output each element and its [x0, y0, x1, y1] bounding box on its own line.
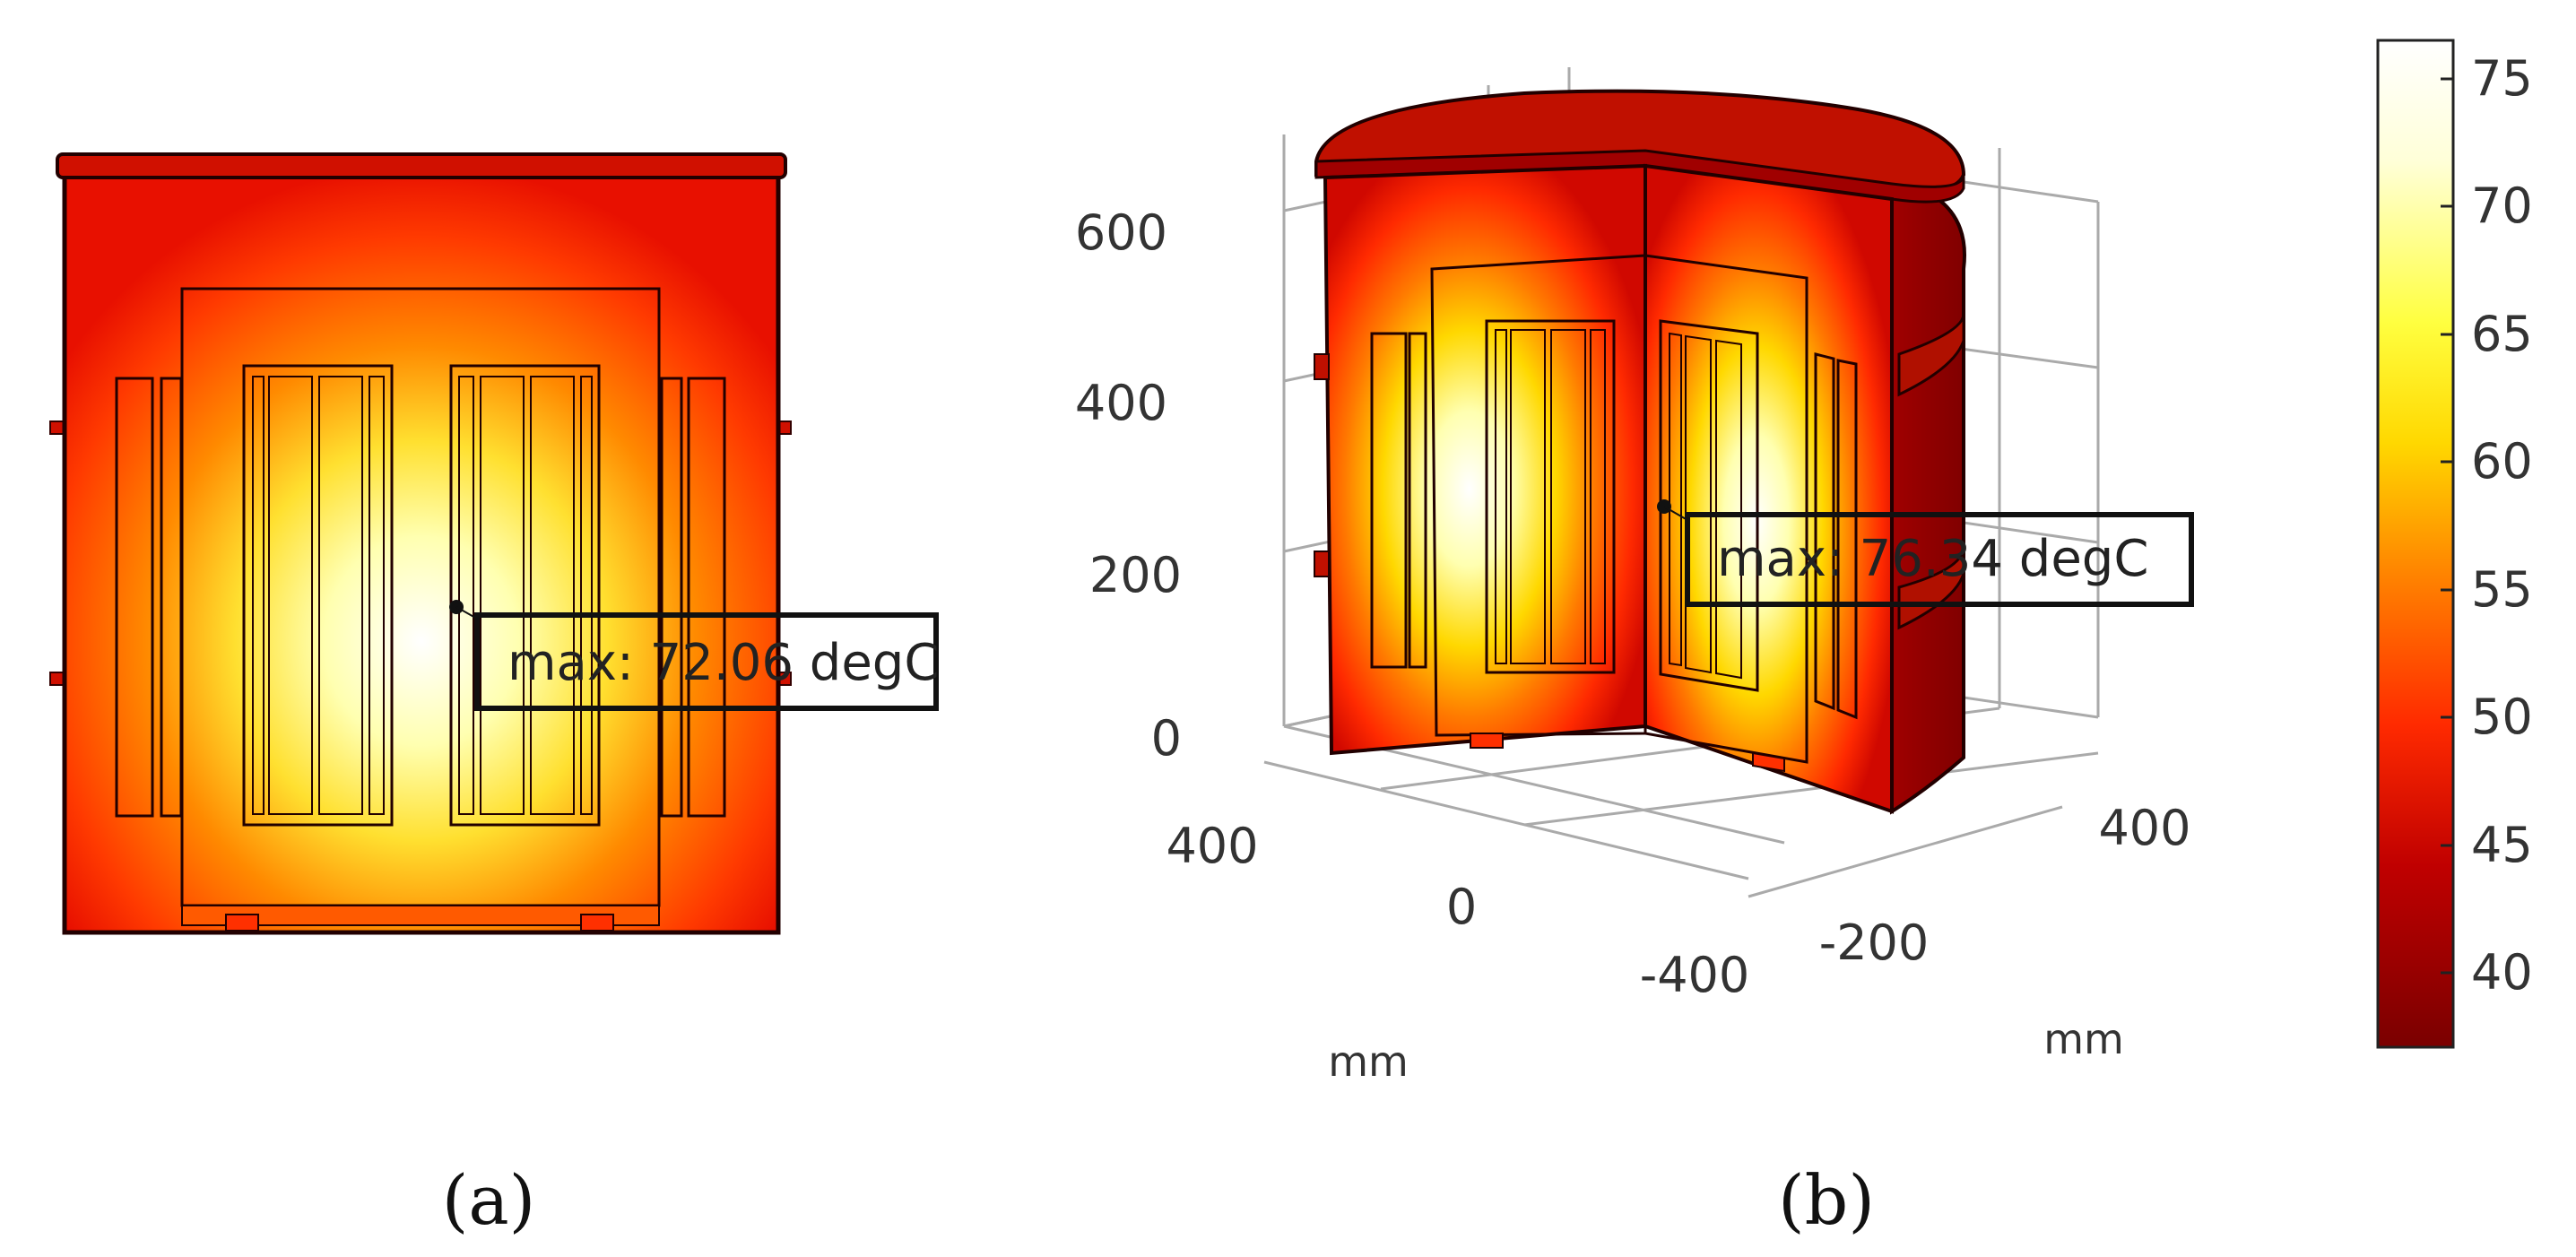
max-annotation-text: max: 72.06 degC: [507, 634, 939, 692]
bottom-support: [181, 905, 660, 926]
support-foot: [1470, 733, 1504, 749]
x-tick-label: -400: [1640, 947, 1750, 1003]
y-unit-label: mm: [2043, 1015, 2124, 1063]
tank-rim-band: [1897, 546, 1965, 630]
side-winding: [660, 377, 683, 818]
panel-b: max: 76.34 degC 600 400 200 0 400 0 -400…: [1075, 67, 2194, 1086]
tank-rim-band: [1897, 313, 1965, 397]
colorbar-gradient: [2376, 39, 2455, 1049]
side-winding: [1814, 352, 1835, 711]
winding-group: [449, 364, 601, 827]
winding-layer: [580, 376, 593, 815]
z-tick-label: 600: [1075, 204, 1167, 261]
panel-a: max: 72.06 degC: [49, 152, 939, 935]
support-foot: [225, 914, 259, 932]
z-tick-label: 0: [1151, 710, 1182, 767]
max-leader: [455, 606, 478, 620]
y-tick-label: -200: [1819, 915, 1930, 971]
colorbar-tick-label: 40: [2471, 944, 2533, 1001]
tank-cylinder-side: [1890, 177, 1966, 815]
winding-layer: [1715, 339, 1742, 680]
colorbar-tick-label: 70: [2471, 178, 2533, 234]
colorbar-tick-label: 55: [2471, 561, 2533, 618]
panel-b-caption: (b): [1778, 1160, 1875, 1240]
y-tick-label: 400: [2098, 800, 2190, 856]
winding-layer: [1510, 329, 1546, 664]
max-annotation-box: [474, 612, 939, 711]
winding-layer: [268, 376, 313, 815]
winding-layer: [252, 376, 265, 815]
side-winding: [1836, 359, 1858, 720]
winding-layer: [1550, 329, 1586, 664]
winding-group: [1659, 319, 1759, 692]
support-foot: [1752, 751, 1785, 773]
z-tick-label: 200: [1089, 547, 1182, 603]
panel-a-caption: (a): [442, 1160, 536, 1240]
winding-layer: [318, 376, 363, 815]
colorbar-tick-label: 75: [2471, 50, 2533, 107]
colorbar: 75 70 65 60 55 50 45 40: [2376, 39, 2533, 1049]
winding-layer: [458, 376, 474, 815]
max-annotation-text: max: 76.34 degC: [1717, 530, 2148, 588]
side-winding: [687, 377, 726, 818]
max-leader: [1663, 506, 1688, 521]
tank-side-tab: [1314, 353, 1330, 380]
winding-layer: [1590, 329, 1606, 664]
colorbar-tick-label: 65: [2471, 306, 2533, 362]
colorbar-tick-label: 60: [2471, 433, 2533, 490]
max-annotation-box: [1685, 512, 2194, 607]
tank-side-tab: [1314, 550, 1330, 577]
x-tick-label: 0: [1446, 879, 1477, 935]
tank-body: [62, 163, 781, 935]
core-frame: [1644, 254, 1808, 764]
lid-edge: [1314, 149, 1965, 204]
winding-layer: [480, 376, 525, 815]
colorbar-tick-label: 50: [2471, 689, 2533, 745]
winding-layer: [1495, 329, 1507, 664]
side-winding: [1408, 332, 1427, 669]
x-unit-label: mm: [1328, 1037, 1409, 1086]
z-tick-label: 400: [1075, 375, 1167, 431]
winding-layer: [369, 376, 385, 815]
colorbar-ticks: [2441, 77, 2453, 975]
winding-group: [1485, 319, 1616, 674]
x-tick-label: 400: [1166, 818, 1258, 874]
support-foot: [580, 914, 614, 932]
tank-lid: [56, 152, 787, 179]
winding-layer: [530, 376, 575, 815]
winding-group: [242, 364, 394, 827]
side-winding: [1370, 332, 1408, 669]
side-winding: [115, 377, 154, 818]
colorbar-tick-label: 45: [2471, 817, 2533, 873]
winding-layer: [1669, 332, 1682, 667]
